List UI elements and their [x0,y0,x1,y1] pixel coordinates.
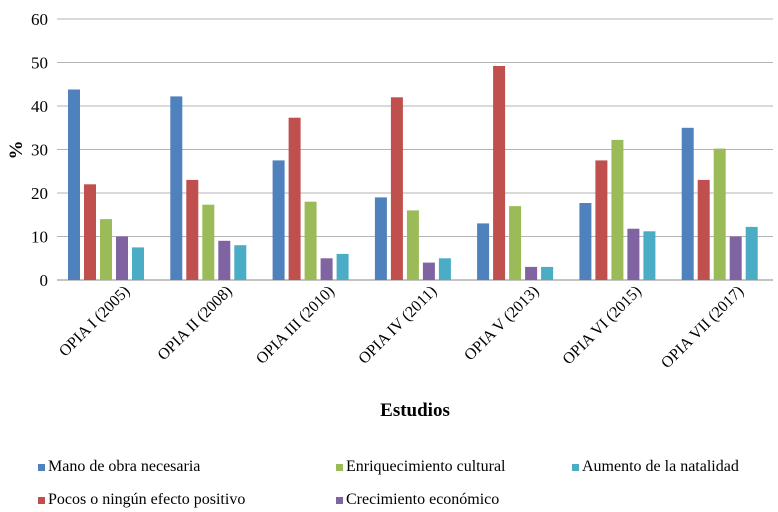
bar [218,240,231,280]
bar [406,210,419,280]
bar [493,66,506,280]
bar [288,117,301,280]
bar [170,96,183,281]
x-tick-label: OPIA I (2005) [56,283,133,360]
y-tick-labels: 0 10 20 30 40 50 60 [31,10,48,290]
y-tick-label: 60 [31,10,48,29]
x-tick-label: OPIA VI (2015) [560,283,645,368]
bar [477,223,490,280]
bar [84,184,96,280]
bar [132,247,144,280]
y-tick-label: 50 [31,54,48,73]
y-tick-label: 30 [31,141,48,160]
bar [68,89,80,280]
bar [745,226,758,280]
bar [525,266,538,280]
bar [681,127,694,281]
bar [234,245,247,280]
bar [729,236,742,280]
bar [374,197,387,280]
y-tick-label: 20 [31,184,48,203]
x-tick-label: OPIA II (2008) [155,283,236,364]
bar [422,262,435,280]
bar [541,266,554,280]
y-tick-label: 40 [31,97,48,116]
bar [579,203,592,280]
bar [272,160,285,280]
bar [509,206,522,280]
bar [304,201,317,280]
x-tick-label: OPIA IV (2011) [355,283,440,368]
bar [100,219,112,280]
bar [186,179,199,280]
bar [116,236,128,280]
bar [202,204,215,280]
x-tick-label: OPIA III (2010) [253,283,338,368]
bar [595,160,608,280]
y-tick-label: 10 [31,228,48,247]
x-tick-label: OPIA V (2013) [461,283,542,364]
bar [697,179,710,280]
bar [627,228,640,280]
y-axis-title: % [6,141,27,160]
x-tick-labels: OPIA I (2005) OPIA II (2008) OPIA III (201… [56,283,747,372]
bar [390,97,403,280]
bar [713,148,726,280]
bars [68,66,758,281]
bar [320,258,333,281]
x-axis-title: Estudios [380,400,450,421]
y-tick-label: 0 [40,271,49,290]
bar [438,258,451,281]
bar [611,139,624,280]
bar [643,231,656,280]
x-tick-label: OPIA VII (2017) [658,283,747,372]
bar [336,253,349,280]
